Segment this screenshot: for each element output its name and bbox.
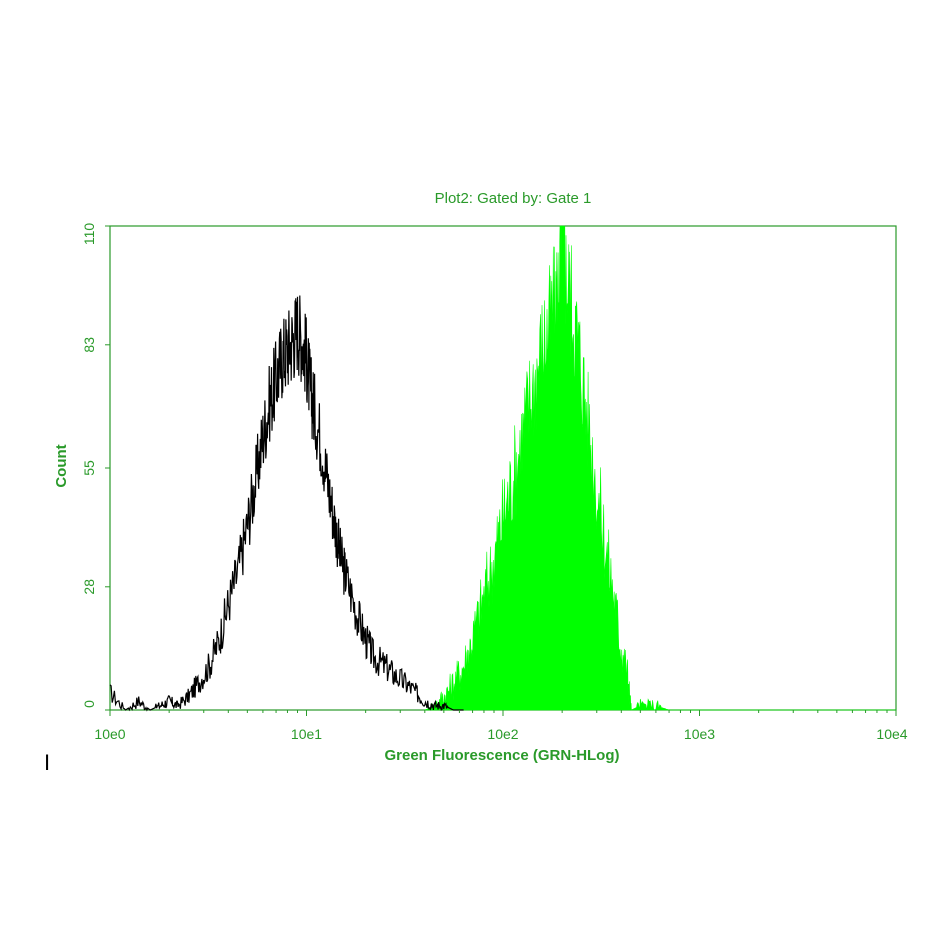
y-tick-label: 28 bbox=[81, 579, 97, 595]
outline-series-line bbox=[109, 295, 464, 712]
filled-series-area bbox=[424, 225, 896, 711]
x-tick-label: 10e1 bbox=[291, 726, 322, 742]
y-tick-label: 55 bbox=[81, 460, 97, 476]
x-tick-label: 10e4 bbox=[876, 726, 907, 742]
x-axis-label: Green Fluorescence (GRN-HLog) bbox=[384, 747, 619, 764]
x-tick-label: 10e2 bbox=[487, 726, 518, 742]
black-outline-histogram bbox=[109, 295, 464, 712]
x-tick-label: 10e0 bbox=[94, 726, 125, 742]
green-filled-histogram bbox=[424, 225, 896, 711]
y-axis-label: Count bbox=[53, 444, 70, 487]
x-tick-label: 10e3 bbox=[684, 726, 715, 742]
x-axis-ticks: 10e0 10e1 10e2 10e3 10e4 bbox=[94, 710, 908, 742]
y-tick-label: 83 bbox=[81, 337, 97, 353]
chart-title: Plot2: Gated by: Gate 1 bbox=[435, 190, 592, 207]
text-cursor-mark: I bbox=[44, 750, 50, 775]
y-axis-ticks: 0 28 55 83 110 bbox=[81, 223, 110, 711]
y-tick-label: 110 bbox=[81, 223, 97, 246]
y-tick-label: 0 bbox=[81, 700, 97, 708]
